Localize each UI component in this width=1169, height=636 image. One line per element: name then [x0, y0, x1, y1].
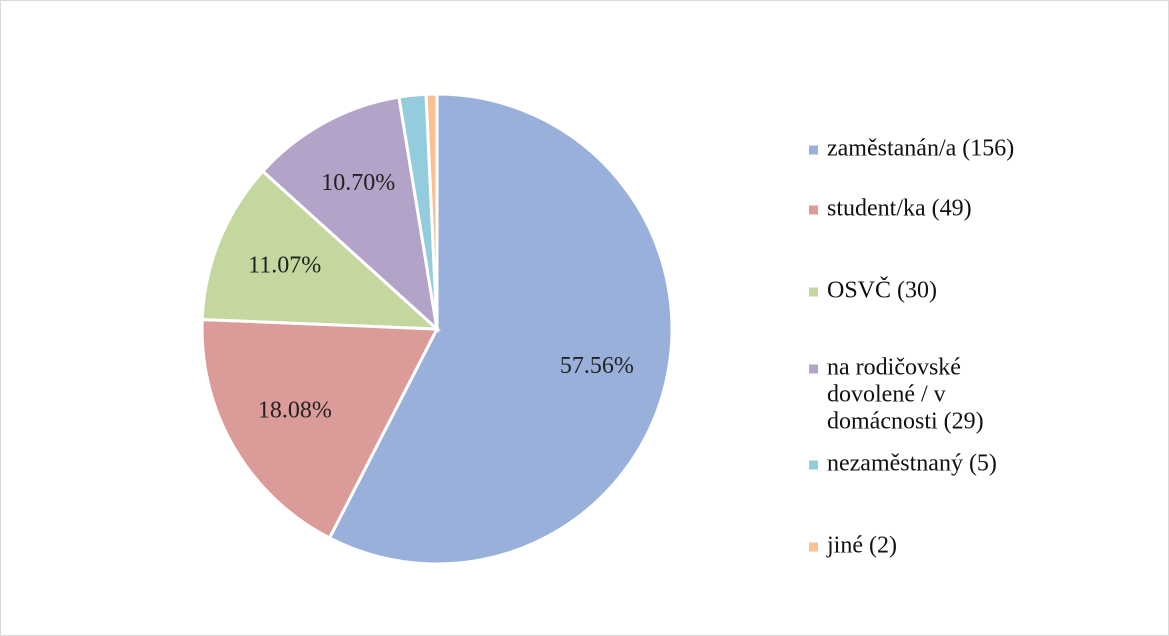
pie-slice [200, 169, 442, 331]
legend-label: jiné (2) [827, 532, 897, 559]
legend-item: zaměstanán/a (156) [809, 136, 1049, 163]
pie-slice [260, 95, 440, 333]
legend-label: na rodičovské dovolené / v domácnosti (2… [827, 354, 984, 435]
legend-item: OSVČ (30) [809, 278, 1049, 305]
legend-label: nezaměstnaný (5) [827, 450, 997, 477]
legend-swatch [809, 542, 818, 552]
legend-swatch [809, 205, 818, 215]
legend-item: jiné (2) [809, 533, 1049, 560]
data-label: 18.08% [258, 397, 332, 423]
legend-item: nezaměstnaný (5) [809, 451, 1049, 478]
legend-label: OSVČ (30) [827, 277, 938, 304]
data-label: 10.70% [321, 170, 395, 196]
pie-slice [327, 92, 674, 566]
legend-label: zaměstanán/a (156) [827, 135, 1015, 162]
legend-swatch [809, 460, 818, 470]
legend-swatch [809, 145, 818, 155]
data-label: 57.56% [560, 353, 634, 379]
legend-item: student/ka (49) [809, 196, 1049, 223]
legend-item: na rodičovské dovolené / v domácnosti (2… [809, 355, 1049, 436]
legend-label: student/ka (49) [827, 195, 972, 222]
pie-slice [424, 92, 439, 330]
legend-swatch [809, 287, 818, 297]
pie-slice [200, 317, 440, 541]
legend-swatch [809, 364, 818, 374]
data-label: 11.07% [248, 252, 321, 278]
